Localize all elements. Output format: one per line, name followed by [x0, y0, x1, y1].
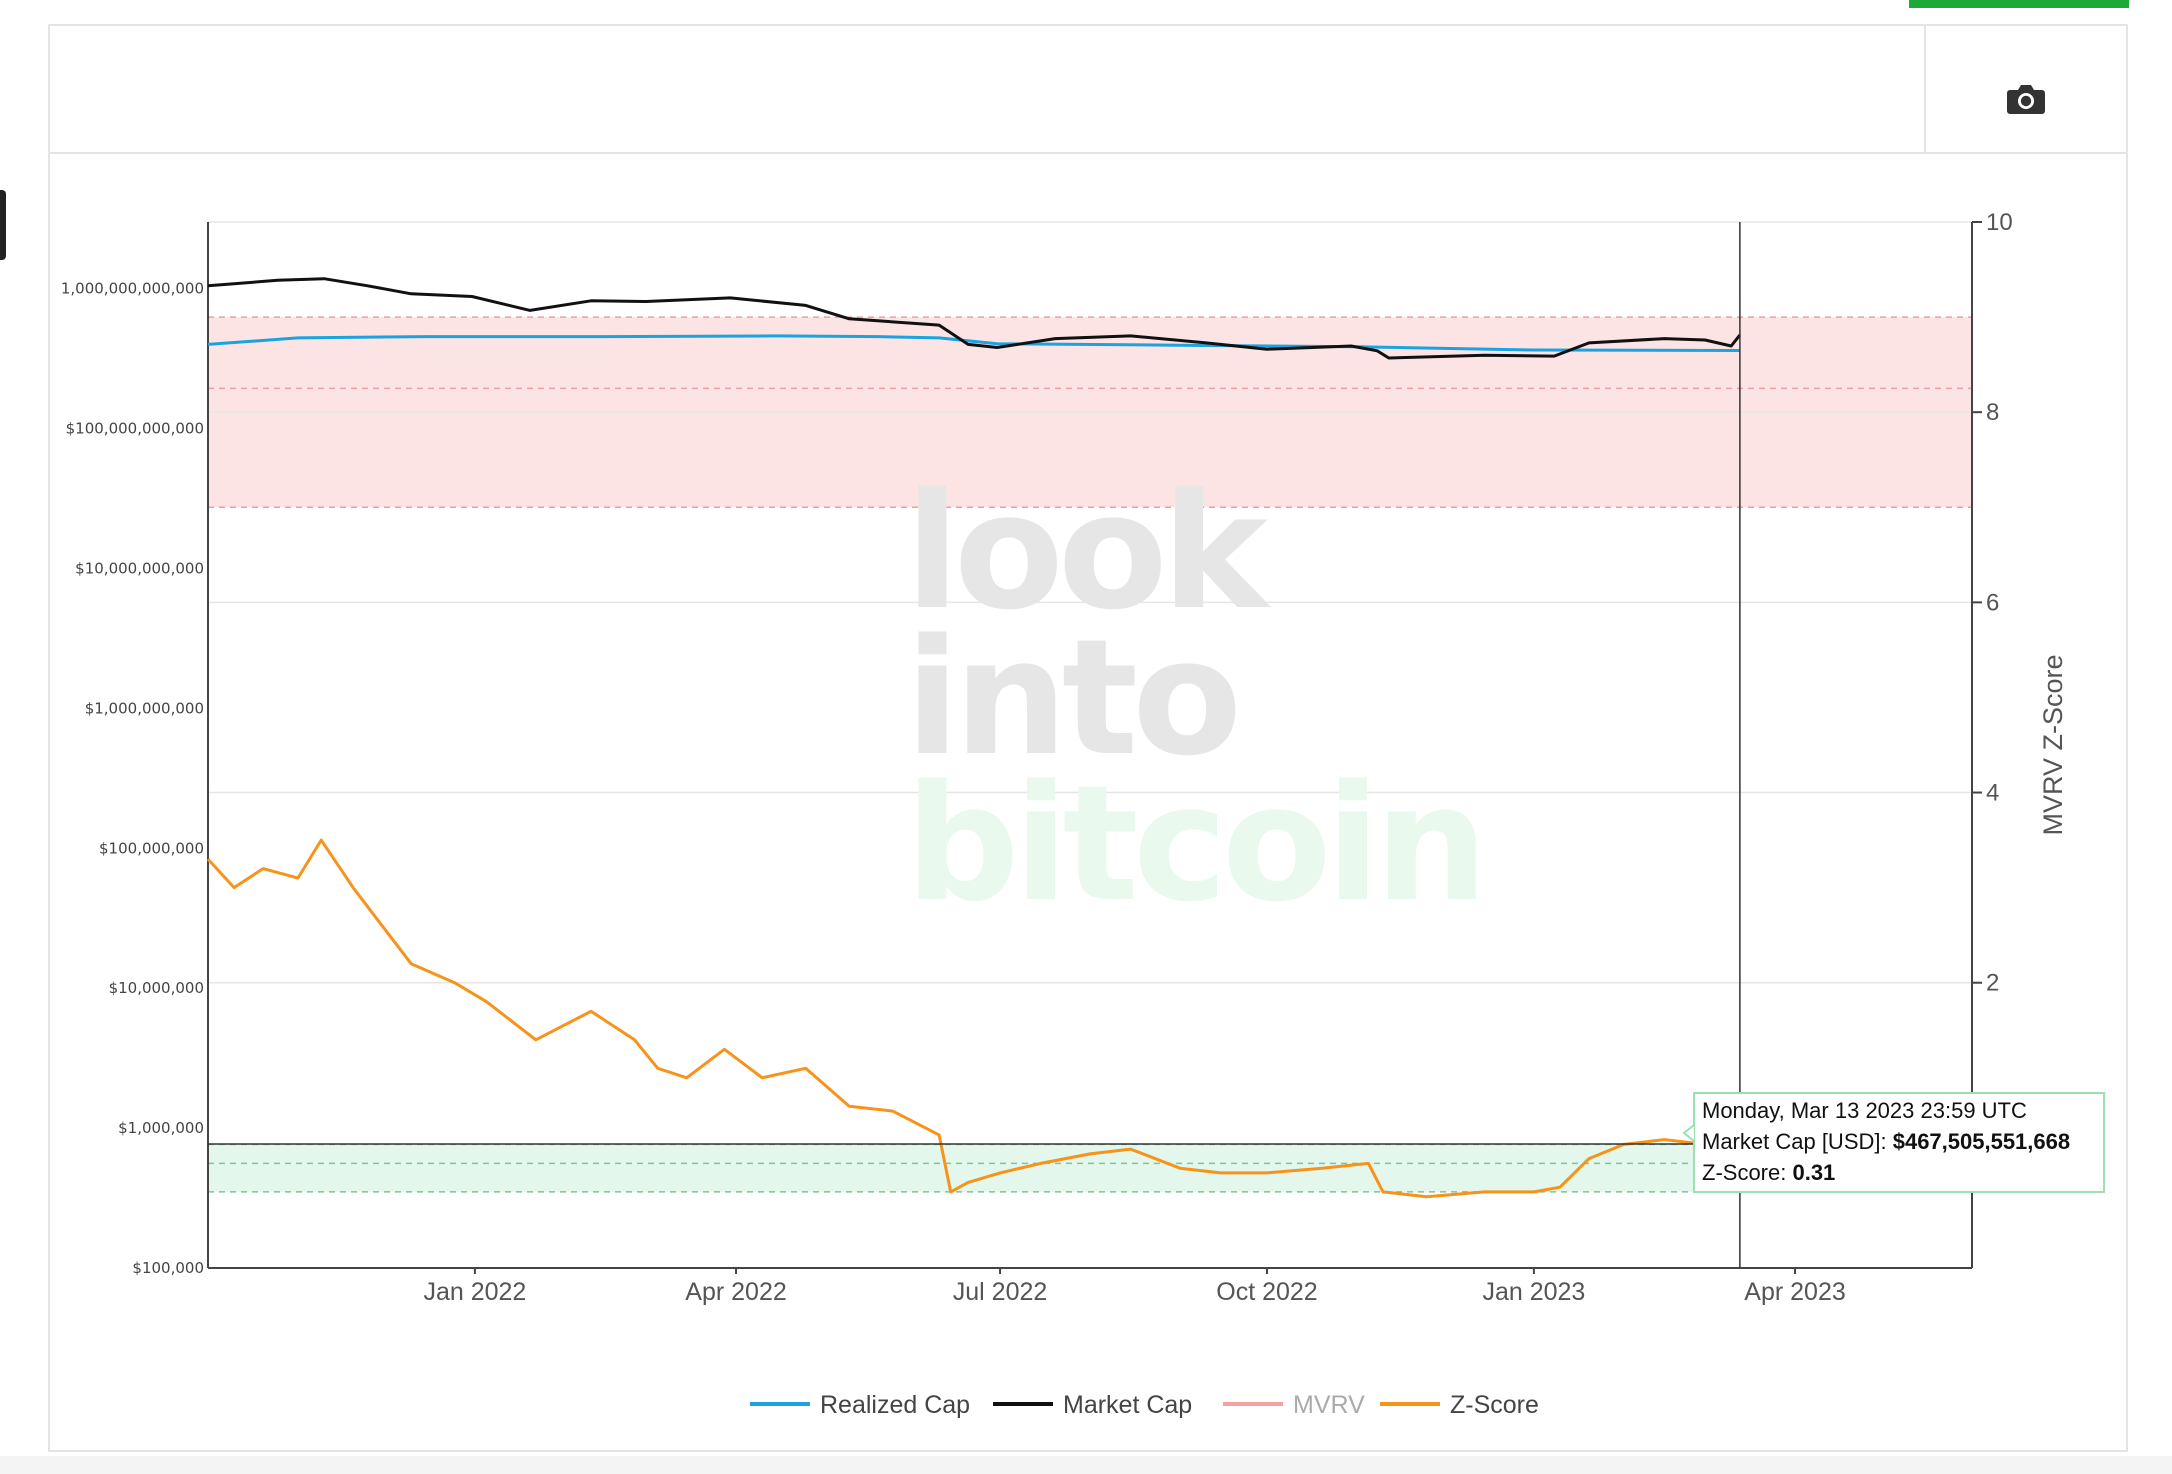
- download-image-button[interactable]: [1924, 26, 2126, 152]
- series-z-score: [206, 838, 1742, 1199]
- y-right-tick-label: 6: [1986, 589, 1999, 616]
- tooltip-box: [1693, 1092, 2105, 1193]
- y-left-tick-label: $10,000,000: [109, 979, 204, 997]
- page-footer-strip: [0, 1456, 2172, 1474]
- legend-label: MVRV: [1293, 1391, 1365, 1419]
- tooltip-z-label: Z-Score:: [1702, 1160, 1792, 1185]
- legend-label: Realized Cap: [820, 1391, 970, 1419]
- y-right-tick-label: 10: [1986, 209, 2013, 236]
- x-tick-label: Jul 2022: [953, 1278, 1048, 1306]
- tooltip: Monday, Mar 13 2023 23:59 UTC Market Cap…: [1682, 1092, 2105, 1193]
- y-left-tick-label: $100,000,000: [99, 839, 204, 857]
- legend-item-market-cap[interactable]: Market Cap: [993, 1391, 1192, 1419]
- y-left-tick-label: $1,000,000: [118, 1119, 204, 1137]
- watermark-look: look: [905, 458, 1272, 645]
- side-tab[interactable]: [0, 190, 6, 260]
- tooltip-date: Monday, Mar 13 2023 23:59 UTC: [1702, 1098, 2027, 1123]
- y-left-tick-label: 1,000,000,000,000: [61, 280, 204, 298]
- y-right-axis-label: MVRV Z-Score: [2038, 654, 2068, 835]
- watermark-bitcoin: bitcoin: [905, 750, 1482, 937]
- y-right-tick-label: 4: [1986, 780, 1999, 807]
- x-tick-label: Jan 2023: [1482, 1278, 1585, 1306]
- y-right-tick-label: 8: [1986, 399, 1999, 426]
- chart-header: [50, 26, 2126, 154]
- legend-label: Market Cap: [1063, 1391, 1192, 1419]
- x-tick-label: Apr 2022: [685, 1278, 786, 1306]
- legend-item-z-score[interactable]: Z-Score: [1380, 1391, 1539, 1419]
- x-tick-label: Jan 2022: [423, 1278, 526, 1306]
- tooltip-zscore: Z-Score: 0.31: [1702, 1160, 1835, 1185]
- watermark-into: into: [905, 604, 1236, 791]
- x-tick-label: Apr 2023: [1744, 1278, 1845, 1306]
- tooltip-z-value: 0.31: [1792, 1160, 1835, 1185]
- y-left-tick-label: $100,000: [132, 1259, 204, 1277]
- legend: Realized Cap Market Cap MVRV Z-Score: [750, 1391, 1539, 1419]
- green-band: [208, 1144, 1972, 1192]
- tooltip-mcap-value: $467,505,551,668: [1893, 1129, 2070, 1154]
- tooltip-mcap-label: Market Cap [USD]:: [1702, 1129, 1893, 1154]
- legend-label: Z-Score: [1450, 1391, 1539, 1419]
- tooltip-mcap: Market Cap [USD]: $467,505,551,668: [1702, 1129, 2070, 1154]
- camera-icon[interactable]: [2006, 82, 2046, 116]
- tooltip-pointer: [1682, 1124, 1695, 1142]
- tick-labels: 1,000,000,000,000 $100,000,000,000 $10,000…: [61, 209, 2068, 1306]
- series-realized-cap: [207, 334, 1740, 352]
- watermark: look into bitcoin: [905, 458, 1488, 937]
- legend-item-mvrv[interactable]: MVRV: [1223, 1391, 1365, 1419]
- y-left-tick-label: $1,000,000,000: [85, 699, 204, 717]
- y-left-tick-label: $100,000,000,000: [66, 420, 204, 438]
- gridlines: [208, 221, 1972, 984]
- series: [206, 277, 1742, 1199]
- y-right-tick-label: 2: [1986, 970, 1999, 997]
- accent-bar: [1909, 0, 2129, 8]
- y-left-tick-label: $10,000,000,000: [75, 560, 204, 578]
- x-tick-label: Oct 2022: [1216, 1278, 1317, 1306]
- series-market-cap: [207, 277, 1742, 360]
- chart-frame: [48, 24, 2128, 1452]
- legend-item-realized-cap[interactable]: Realized Cap: [750, 1391, 970, 1419]
